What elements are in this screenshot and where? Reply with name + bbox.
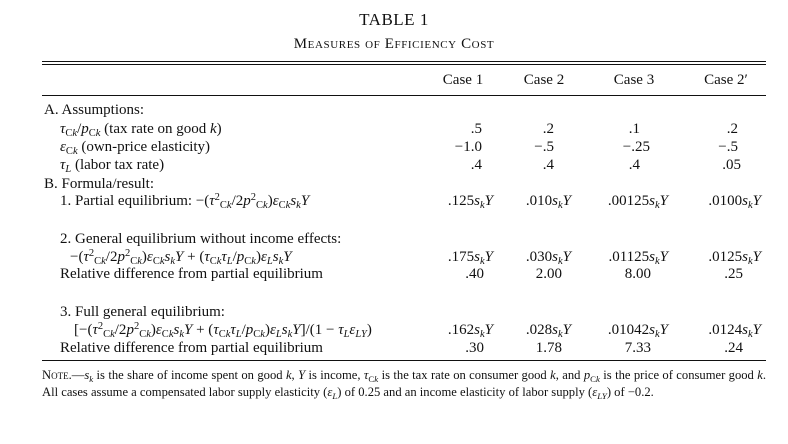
column-header-case-1: Case 1	[442, 72, 484, 88]
cell-tax-rate-case-3: .1	[628, 121, 640, 137]
table-subtitle: Measures of Efficiency Cost	[293, 36, 495, 52]
note-lead: Note.	[42, 368, 72, 382]
cell-labor-tax-case-3: .4	[628, 157, 640, 173]
row-label-partial-equilibrium: 1. Partial equilibrium: −(τ2Ck/2p2Ck)εCk…	[60, 192, 310, 211]
cell-reldiff-general-case-1: .40	[465, 266, 484, 282]
cell-general-case-3: .01125skY	[608, 249, 668, 267]
cell-reldiff-full-case-2-prime: .24	[724, 340, 743, 356]
row-label-full-general-equilibrium: 3. Full general equilibrium:	[60, 304, 225, 320]
cell-reldiff-general-case-2-prime: .25	[724, 266, 743, 282]
top-rule	[42, 61, 766, 62]
top-rule-second	[42, 64, 766, 65]
cell-general-case-2: .030skY	[525, 249, 571, 267]
row-label-relative-difference-full: Relative difference from partial equilib…	[60, 340, 323, 356]
row-label-labor-tax-rate: τL (labor tax rate)	[60, 157, 165, 175]
column-header-case-2-prime: Case 2′	[704, 72, 748, 88]
cell-elasticity-case-2: −.5	[534, 139, 554, 155]
cell-reldiff-full-case-3: 7.33	[624, 340, 651, 356]
row-label-own-price-elasticity: εCk (own-price elasticity)	[60, 139, 211, 157]
cell-reldiff-general-case-3: 8.00	[624, 266, 651, 282]
cell-reldiff-full-case-1: .30	[465, 340, 484, 356]
row-label-full-general-formula: [−(τ2Ck/2p2Ck)εCkskY + (τCkτL/pCk)εLskY]…	[74, 321, 372, 340]
cell-reldiff-full-case-2: 1.78	[535, 340, 562, 356]
cell-partial-case-2: .010skY	[525, 193, 571, 211]
cell-tax-rate-case-2: .2	[542, 121, 554, 137]
column-header-case-2: Case 2	[523, 72, 565, 88]
cell-labor-tax-case-2: .4	[542, 157, 554, 173]
cell-full-case-1: .162skY	[447, 322, 493, 340]
cell-labor-tax-case-2-prime: .05	[722, 157, 741, 173]
cell-general-case-1: .175skY	[447, 249, 493, 267]
cell-labor-tax-case-1: .4	[470, 157, 482, 173]
cell-partial-case-3: .00125skY	[607, 193, 668, 211]
cell-partial-case-2-prime: .0100skY	[708, 193, 761, 211]
row-label-relative-difference-general: Relative difference from partial equilib…	[60, 266, 323, 282]
cell-elasticity-case-3: −.25	[622, 139, 650, 155]
header-rule	[42, 95, 766, 96]
row-label-general-equilibrium-no-income: 2. General equilibrium without income ef…	[60, 231, 342, 247]
section-label-assumptions: A. Assumptions:	[44, 102, 145, 118]
cell-elasticity-case-1: −1.0	[454, 139, 482, 155]
table-note: Note.—sk is the share of income spent on…	[42, 368, 766, 401]
cell-full-case-2: .028skY	[525, 322, 571, 340]
cell-full-case-3: .01042skY	[607, 322, 668, 340]
bottom-rule	[42, 360, 766, 361]
cell-tax-rate-case-2-prime: .2	[726, 121, 738, 137]
table-title: TABLE 1	[359, 10, 429, 29]
section-label-formula-result: B. Formula/result:	[44, 176, 154, 192]
row-label-general-equilibrium-formula: −(τ2Ck/2p2Ck)εCkskY + (τCkτL/pCk)εLskY	[70, 248, 292, 267]
cell-elasticity-case-2-prime: −.5	[718, 139, 738, 155]
cell-tax-rate-case-1: .5	[470, 121, 482, 137]
row-label-tax-rate-good-k: τCk/pCk (tax rate on good k)	[60, 121, 222, 139]
cell-general-case-2-prime: .0125skY	[708, 249, 761, 267]
column-header-case-3: Case 3	[613, 72, 655, 88]
cell-full-case-2-prime: .0124skY	[708, 322, 761, 340]
cell-partial-case-1: .125skY	[447, 193, 493, 211]
cell-reldiff-general-case-2: 2.00	[535, 266, 562, 282]
